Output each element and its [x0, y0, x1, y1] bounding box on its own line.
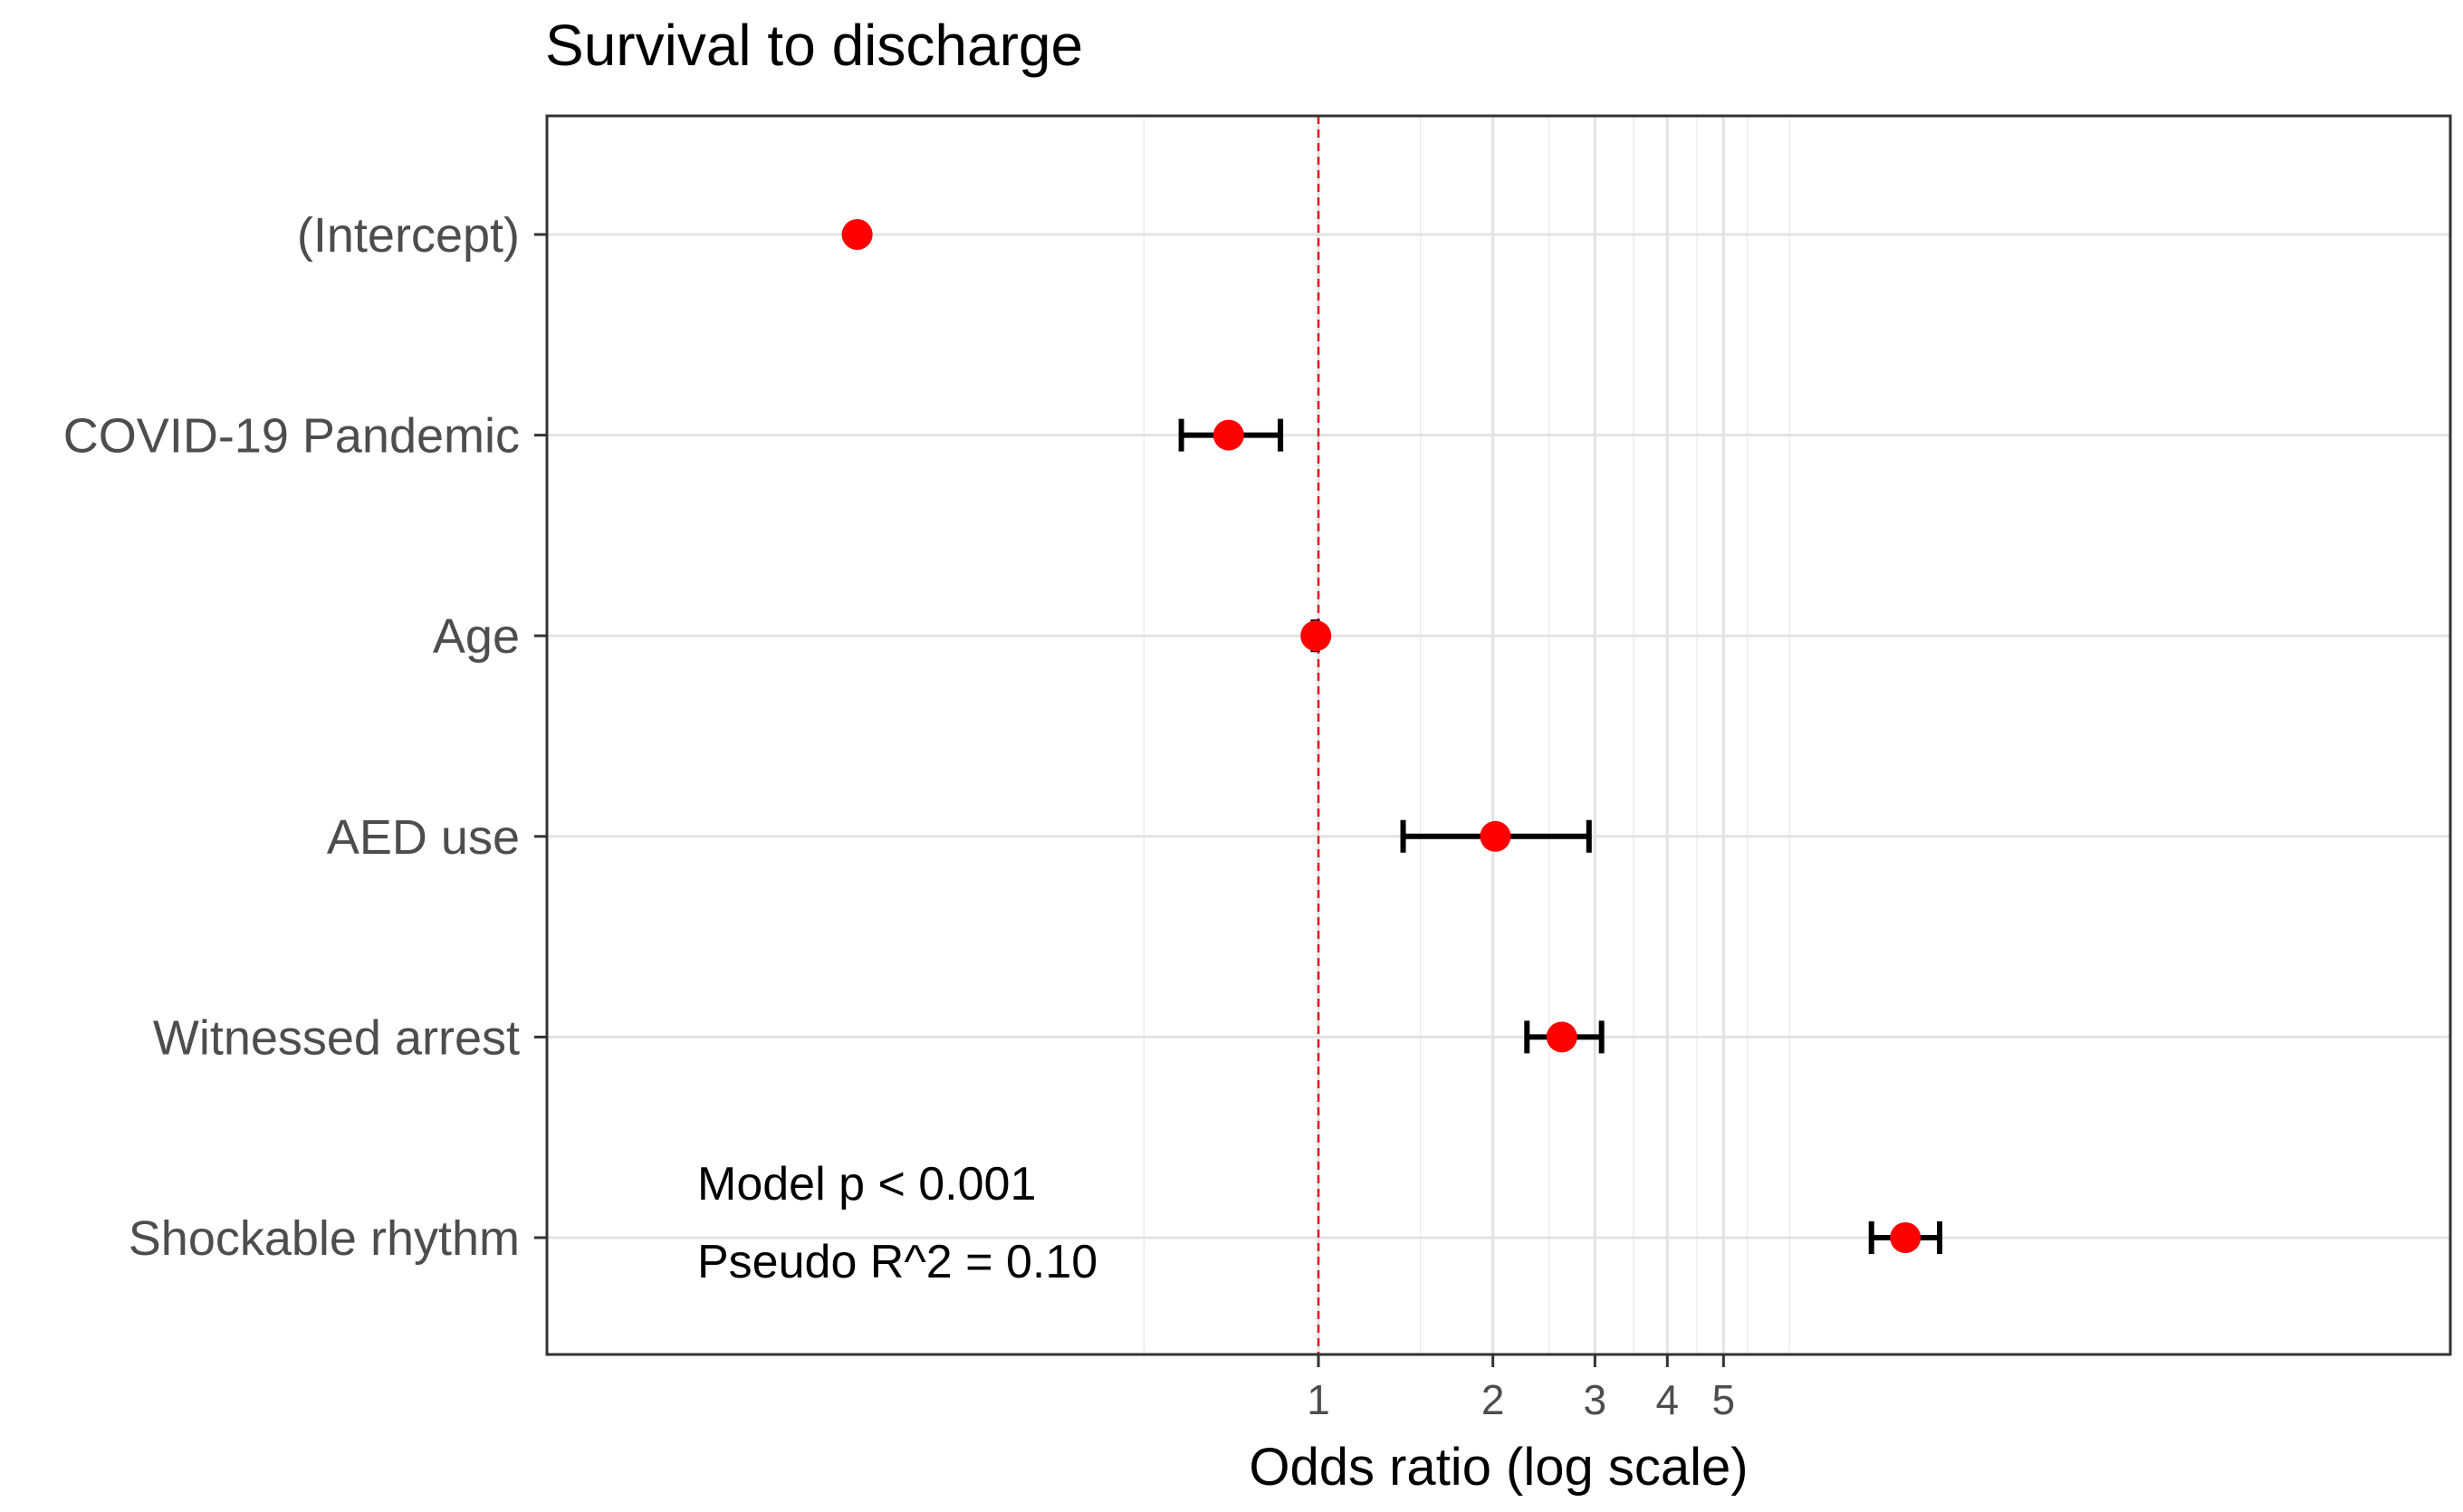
y-tick-label: AED use [327, 810, 520, 865]
y-tick-label: Age [433, 609, 520, 664]
x-tick-label: 5 [1712, 1376, 1736, 1423]
chart-title: Survival to discharge [545, 13, 1083, 78]
point-estimate [1300, 620, 1332, 652]
y-tick-label: Shockable rhythm [129, 1211, 520, 1266]
points-group [841, 219, 1922, 1253]
y-tick-label: (Intercept) [297, 208, 520, 263]
point-estimate [841, 219, 873, 250]
x-tick-label: 1 [1307, 1376, 1330, 1423]
x-tick-label: 4 [1656, 1376, 1680, 1423]
annotation-text: Model p < 0.001 [697, 1158, 1036, 1211]
plot-panel [547, 116, 2450, 1354]
plot-panel-border [545, 114, 2452, 1356]
point-estimate [1480, 820, 1511, 852]
annotations-group: Model p < 0.001 Pseudo R^2 = 0.10 [697, 1158, 1097, 1288]
point-estimate [1546, 1021, 1577, 1053]
minor-gridlines [1143, 116, 1791, 1354]
annotation-text: Pseudo R^2 = 0.10 [697, 1236, 1097, 1288]
y-axis: (Intercept) COVID-19 Pandemic Age AED use Wi… [63, 208, 547, 1266]
x-axis-label: Odds ratio (log scale) [1249, 1438, 1748, 1497]
point-estimate [1212, 419, 1244, 451]
y-tick-label: COVID-19 Pandemic [63, 409, 520, 464]
point-estimate [1890, 1222, 1922, 1253]
x-tick-label: 3 [1584, 1376, 1607, 1423]
y-tick-label: Witnessed arrest [153, 1010, 520, 1065]
x-tick-label: 2 [1481, 1376, 1505, 1423]
